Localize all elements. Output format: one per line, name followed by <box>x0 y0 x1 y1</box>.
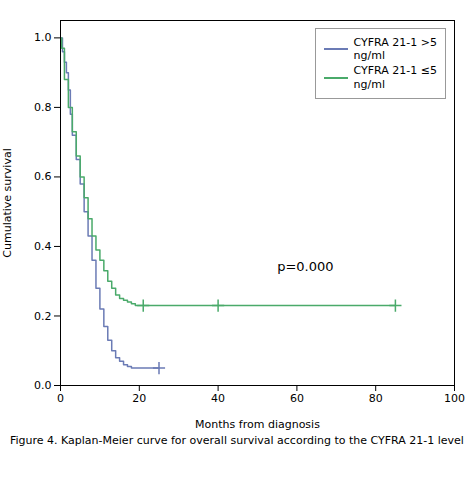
svg-text:60: 60 <box>290 392 304 405</box>
svg-text:0.6: 0.6 <box>34 170 52 183</box>
svg-text:p=0.000: p=0.000 <box>277 259 333 274</box>
svg-text:20: 20 <box>132 392 146 405</box>
svg-text:0: 0 <box>57 392 64 405</box>
svg-text:0.4: 0.4 <box>34 240 52 253</box>
svg-text:0.0: 0.0 <box>34 379 52 392</box>
svg-text:0.2: 0.2 <box>34 309 52 322</box>
svg-text:1.0: 1.0 <box>34 31 52 44</box>
svg-text:0.8: 0.8 <box>34 101 52 114</box>
svg-text:100: 100 <box>444 392 465 405</box>
svg-text:Cumulative survival: Cumulative survival <box>1 148 14 257</box>
svg-text:40: 40 <box>211 392 225 405</box>
html-text:CYFRA 21-1 >5 ng/ml: CYFRA 21-1 >5 ng/ml <box>353 36 437 63</box>
html-text:Figure 4. Kaplan-Meier curve f: Figure 4. Kaplan-Meier curve for overall… <box>10 434 464 447</box>
svg-text:Months from diagnosis: Months from diagnosis <box>195 418 320 431</box>
html-text:CYFRA 21-1 ≤5 ng/ml: CYFRA 21-1 ≤5 ng/ml <box>353 64 437 91</box>
svg-text:80: 80 <box>369 392 383 405</box>
